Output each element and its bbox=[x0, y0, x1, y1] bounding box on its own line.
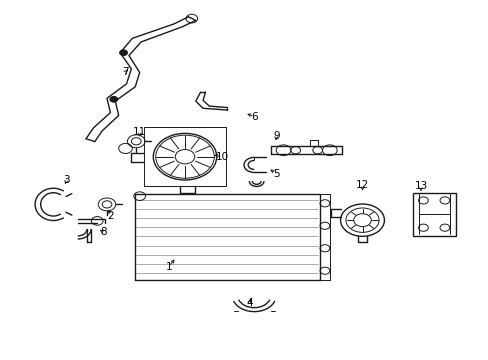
Text: 3: 3 bbox=[63, 175, 70, 185]
Text: 4: 4 bbox=[245, 298, 252, 308]
Text: 6: 6 bbox=[250, 112, 257, 122]
Text: 1: 1 bbox=[165, 262, 172, 272]
Text: 13: 13 bbox=[413, 181, 427, 191]
Text: 7: 7 bbox=[122, 67, 128, 77]
Text: 2: 2 bbox=[107, 211, 114, 221]
Text: 12: 12 bbox=[355, 180, 368, 190]
Circle shape bbox=[120, 50, 127, 55]
Circle shape bbox=[110, 96, 118, 102]
Text: 8: 8 bbox=[100, 227, 106, 237]
Text: 5: 5 bbox=[272, 168, 279, 179]
Text: 11: 11 bbox=[133, 127, 146, 136]
Bar bbox=[412, 193, 455, 235]
Text: 10: 10 bbox=[216, 152, 229, 162]
Text: 9: 9 bbox=[272, 131, 279, 140]
